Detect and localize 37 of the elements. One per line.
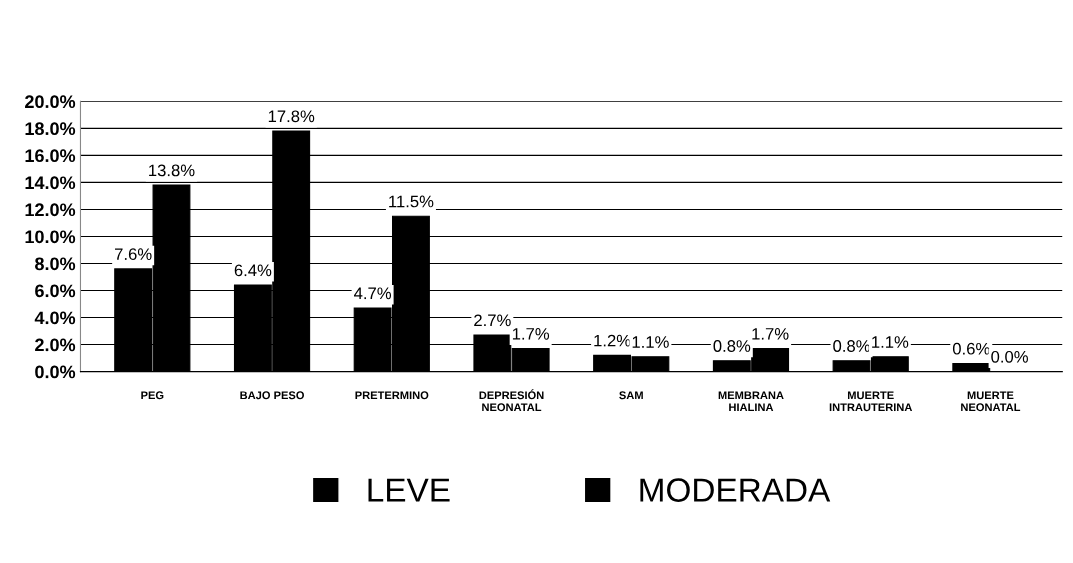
data-label: 1.7%: [752, 328, 789, 340]
data-label: 0.0%: [991, 350, 1028, 363]
data-label: 2.7%: [474, 314, 511, 327]
data-label: 13.8%: [149, 164, 195, 177]
y-tick-label: 10.0%: [25, 230, 76, 244]
x-tick-label: PRETERMINO: [355, 391, 429, 400]
x-tick-label: MUERTE INTRAUTERINA: [829, 391, 913, 412]
data-label: 0.8%: [833, 340, 870, 352]
y-tick-label: 8.0%: [35, 257, 76, 271]
data-label: 4.7%: [354, 287, 392, 300]
data-label: 1.1%: [632, 336, 669, 348]
legend-label: LEVE: [368, 478, 450, 502]
data-label: 0.6%: [952, 342, 990, 355]
legend-label: MODERADA: [640, 478, 831, 502]
x-tick-label: DEPRESIÓN NEONATAL: [479, 389, 544, 412]
x-tick-label: BAJO PESO: [240, 391, 304, 400]
data-label: 7.6%: [115, 248, 152, 261]
x-tick-label: SAM: [619, 391, 643, 400]
y-tick-label: 2.0%: [35, 338, 76, 352]
x-tick-label: MUERTE NEONATAL: [961, 391, 1021, 412]
data-label: 0.8%: [713, 340, 751, 352]
x-tick-label: MEMBRANA HIALINA: [718, 391, 784, 412]
y-tick-label: 20.0%: [25, 95, 76, 109]
data-label: 1.7%: [512, 328, 550, 340]
y-tick-label: 18.0%: [25, 122, 76, 136]
data-label: 1.1%: [872, 336, 909, 348]
y-tick-label: 12.0%: [25, 203, 76, 217]
y-tick-label: 4.0%: [34, 311, 76, 325]
data-label: 1.2%: [594, 334, 631, 347]
data-label: 17.8%: [268, 110, 315, 123]
y-tick-label: 6.0%: [35, 284, 76, 298]
data-label: 11.5%: [389, 195, 434, 208]
x-tick-label: PEG: [141, 391, 164, 400]
y-tick-label: 0.0%: [35, 365, 76, 379]
y-tick-label: 14.0%: [25, 176, 76, 190]
y-tick-label: 16.0%: [25, 149, 76, 163]
data-label: 6.4%: [234, 264, 272, 277]
